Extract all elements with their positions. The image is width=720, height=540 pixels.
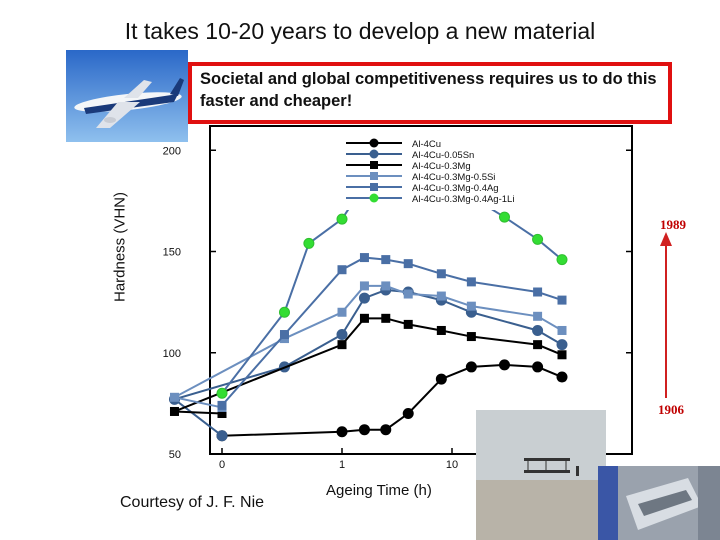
data-point: [556, 254, 568, 266]
data-point: [498, 359, 510, 371]
y-tick-label: 100: [163, 348, 181, 360]
data-point: [359, 313, 369, 323]
data-point: [337, 340, 347, 350]
legend-marker: [370, 172, 378, 180]
courtesy-credit: Courtesy of J. F. Nie: [120, 494, 265, 511]
legend-label: Al-4Cu-0.3Mg-0.5Si: [412, 172, 495, 183]
year-label-1989: 1989: [660, 217, 686, 232]
data-point: [403, 319, 413, 329]
data-point: [336, 329, 348, 341]
airliner-photo: [66, 50, 188, 142]
data-point: [403, 259, 413, 269]
data-point: [436, 269, 446, 279]
data-point: [217, 409, 227, 418]
data-point: [533, 287, 543, 297]
data-point: [466, 332, 476, 342]
data-point: [533, 311, 543, 321]
data-point: [336, 426, 348, 438]
y-tick-label: 200: [163, 145, 181, 157]
chart-legend: Al-4CuAl-4Cu-0.05SnAl-4Cu-0.3MgAl-4Cu-0.…: [340, 136, 540, 210]
data-point: [216, 387, 228, 399]
data-point: [169, 406, 179, 416]
legend-marker: [369, 149, 379, 159]
plot-frame: [209, 125, 633, 455]
legend-marker: [369, 193, 379, 203]
chart-axes: 200 150 100 50 0 1 10: [163, 125, 633, 471]
data-point: [557, 350, 567, 360]
data-point: [381, 255, 391, 265]
data-point: [532, 361, 544, 373]
y-tick-label: 50: [169, 449, 181, 461]
data-point: [465, 361, 477, 373]
data-point: [337, 265, 347, 275]
data-point: [381, 313, 391, 323]
data-point: [336, 213, 348, 225]
y-tick-label: 150: [163, 247, 181, 259]
data-point: [278, 306, 290, 318]
legend-label: Al-4Cu-0.3Mg-0.4Ag: [412, 183, 499, 194]
data-point: [532, 324, 544, 336]
callout-box: Societal and global competitiveness requ…: [188, 62, 672, 124]
data-point: [358, 424, 370, 436]
x-tick-label: 0: [219, 459, 225, 471]
data-point: [402, 408, 414, 419]
year-arrow: [660, 232, 672, 398]
legend-marker: [370, 161, 378, 169]
data-point: [556, 371, 568, 383]
data-point: [380, 424, 392, 436]
data-point: [557, 325, 567, 335]
data-point: [303, 237, 315, 249]
data-point: [435, 373, 447, 385]
year-arrow-head: [660, 232, 672, 246]
data-point: [532, 233, 544, 245]
legend-marker: [370, 183, 378, 191]
data-point: [557, 295, 567, 305]
data-point: [279, 330, 289, 340]
callout-text: Societal and global competitiveness requ…: [200, 70, 657, 110]
x-axis-label: Ageing Time (h): [326, 482, 432, 499]
data-point: [359, 281, 369, 291]
legend-label: Al-4Cu-0.05Sn: [412, 150, 474, 161]
data-point: [403, 289, 413, 299]
data-point: [533, 340, 543, 350]
data-point: [217, 400, 227, 410]
data-point: [556, 339, 568, 351]
data-point: [337, 307, 347, 317]
legend-marker: [369, 138, 379, 148]
y-axis-label: Hardness (VHN): [111, 191, 129, 303]
data-point: [466, 301, 476, 311]
wright-flyer-photo: [476, 410, 606, 540]
series-line: [221, 256, 563, 407]
data-point: [216, 430, 228, 442]
series-line: [221, 363, 563, 437]
year-label-1906: 1906: [658, 402, 684, 417]
series-line: [174, 317, 563, 415]
data-point: [498, 211, 510, 223]
x-tick-label: 1: [339, 459, 345, 471]
data-point: [358, 292, 370, 304]
data-point: [381, 281, 391, 291]
legend-label: Al-4Cu-0.3Mg: [412, 161, 471, 172]
legend-label: Al-4Cu-0.3Mg-0.4Ag-1Li: [412, 194, 514, 205]
slide-title: It takes 10-20 years to develop a new ma…: [124, 18, 596, 44]
modern-aircraft-structure-photo: [598, 466, 720, 540]
data-point: [466, 277, 476, 287]
data-point: [436, 291, 446, 301]
data-point: [169, 392, 179, 402]
legend-label: Al-4Cu: [412, 139, 441, 150]
data-point: [359, 253, 369, 263]
data-point: [436, 325, 446, 335]
x-tick-label: 10: [446, 459, 458, 471]
